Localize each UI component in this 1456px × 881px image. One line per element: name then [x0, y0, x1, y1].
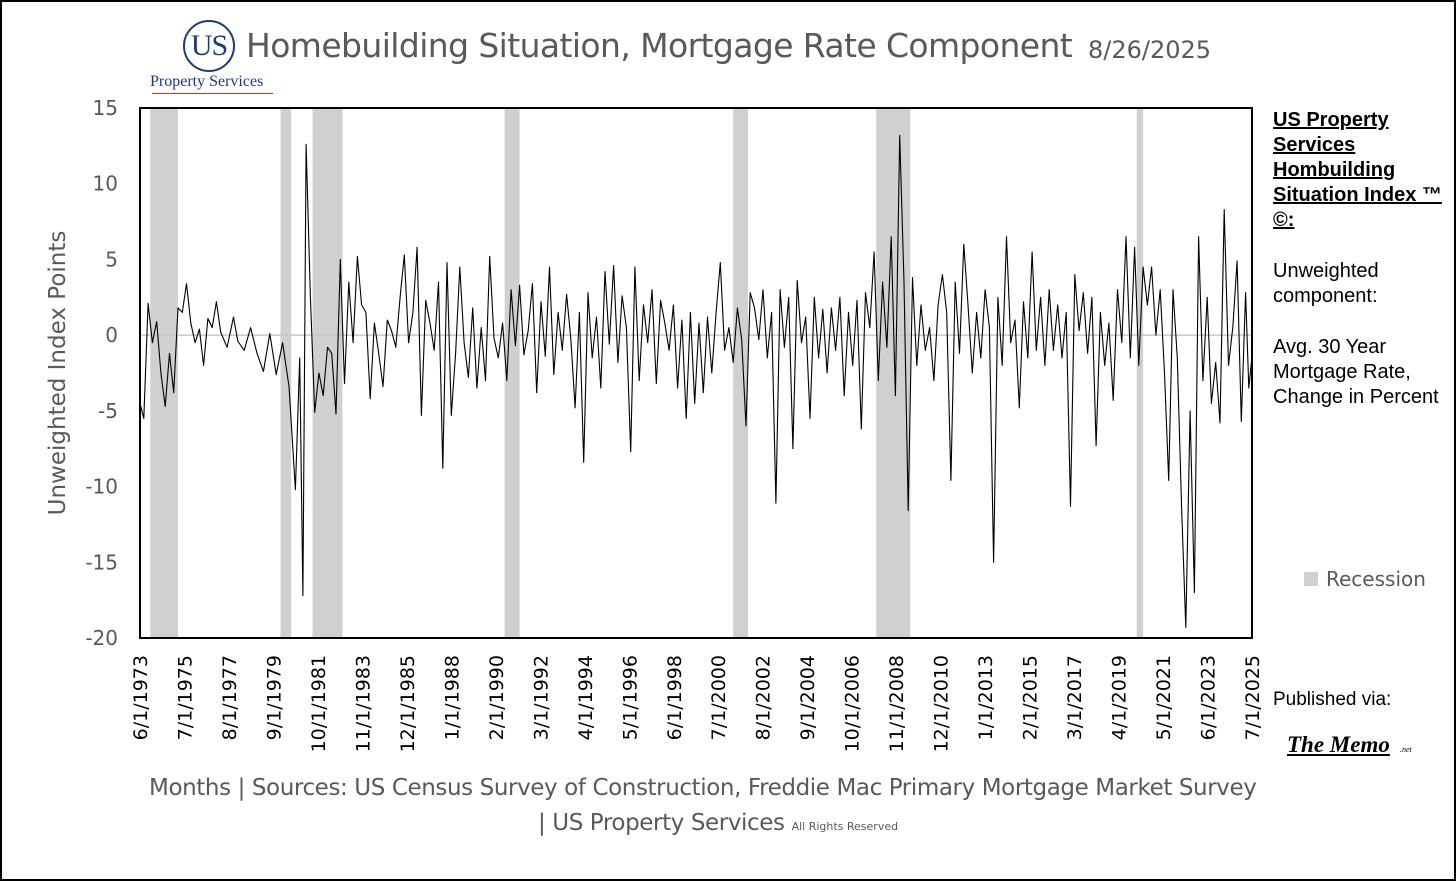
x-tick-label: 8/1/2002 [753, 655, 775, 740]
y-tick-label: 10 [93, 172, 118, 196]
x-tick-label: 1/1/2013 [975, 655, 997, 740]
publisher-suffix: .net [1400, 745, 1412, 754]
recession-band-2 [312, 108, 343, 638]
us-property-services-logo: US [183, 20, 235, 72]
y-tick-label: -15 [85, 550, 118, 574]
component-subheading: Unweighted component: [1273, 260, 1379, 307]
logo-underline [152, 93, 273, 94]
x-tick-label: 12/1/1985 [397, 655, 419, 752]
y-tick-label: -10 [85, 475, 118, 499]
y-tick-label: -20 [85, 626, 118, 650]
rights-reserved: All Rights Reserved [791, 820, 899, 833]
x-tick-label: 11/1/1983 [352, 655, 374, 752]
recession-legend-swatch [1304, 572, 1318, 586]
x-tick-label: 6/1/2023 [1198, 655, 1220, 740]
y-tick-label: -5 [98, 399, 118, 423]
published-label: Published via: [1273, 689, 1392, 710]
sources-line-1: Months | Sources: US Census Survey of Co… [149, 775, 1257, 801]
x-axis-ticks: 6/1/1973 7/1/1975 8/1/1977 9/1/1979 10/1/198… [130, 655, 1264, 752]
x-tick-label: 9/1/1979 [263, 655, 285, 740]
plot-area-border [139, 107, 1253, 639]
x-tick-label: 7/1/2025 [1242, 655, 1264, 740]
x-tick-label: 12/1/2010 [931, 655, 953, 752]
recession-band-3 [504, 108, 520, 638]
recession-band-5 [876, 108, 911, 638]
y-axis-label: Unweighted Index Points [45, 231, 71, 516]
sources-line-2: | US Property Services All Rights Reserv… [538, 810, 898, 836]
y-tick-label: 0 [105, 323, 118, 347]
x-tick-label: 8/1/1977 [219, 655, 241, 740]
series-line [139, 134, 1253, 628]
y-tick-label: 15 [93, 96, 118, 120]
x-tick-label: 10/1/2006 [842, 655, 864, 752]
x-tick-label: 3/1/2017 [1064, 655, 1086, 740]
logo-mark: US [190, 29, 228, 62]
x-tick-label: 6/1/1973 [130, 655, 152, 740]
x-tick-label: 10/1/1981 [308, 655, 330, 752]
recession-band-0 [150, 108, 179, 638]
sources-line-2-text: | US Property Services [538, 810, 785, 836]
index-heading: US Property Services Hombuilding Situati… [1273, 109, 1442, 231]
x-tick-label: 1/1/1988 [441, 655, 463, 740]
logo-name: Property Services [150, 73, 264, 90]
x-tick-label: 6/1/1998 [664, 655, 686, 740]
recession-legend-label: Recession [1326, 567, 1426, 591]
y-axis-ticks: 15 10 5 0 -5 -10 -15 -20 [85, 96, 118, 650]
x-tick-label: 7/1/1975 [175, 655, 197, 740]
recession-band-1 [280, 108, 292, 638]
publisher-link[interactable]: The Memo [1287, 732, 1390, 757]
x-tick-label: 9/1/2004 [797, 655, 819, 740]
x-tick-label: 5/1/2021 [1153, 655, 1175, 740]
x-tick-label: 11/1/2008 [886, 655, 908, 752]
y-tick-label: 5 [105, 247, 118, 271]
x-tick-label: 5/1/1996 [619, 655, 641, 740]
recession-band-6 [1136, 108, 1144, 638]
x-tick-label: 7/1/2000 [708, 655, 730, 740]
chart-date: 8/26/2025 [1088, 36, 1212, 64]
x-tick-label: 4/1/1994 [575, 655, 597, 740]
x-tick-label: 4/1/2019 [1109, 655, 1131, 740]
x-tick-label: 2/1/2015 [1020, 655, 1042, 740]
recession-bands [150, 108, 1144, 638]
x-tick-label: 2/1/1990 [486, 655, 508, 740]
component-description: Avg. 30 Year Mortgage Rate, Change in Pe… [1273, 336, 1439, 408]
x-tick-label: 3/1/1992 [530, 655, 552, 740]
recession-band-4 [733, 108, 749, 638]
chart-title: Homebuilding Situation, Mortgage Rate Co… [246, 26, 1073, 65]
